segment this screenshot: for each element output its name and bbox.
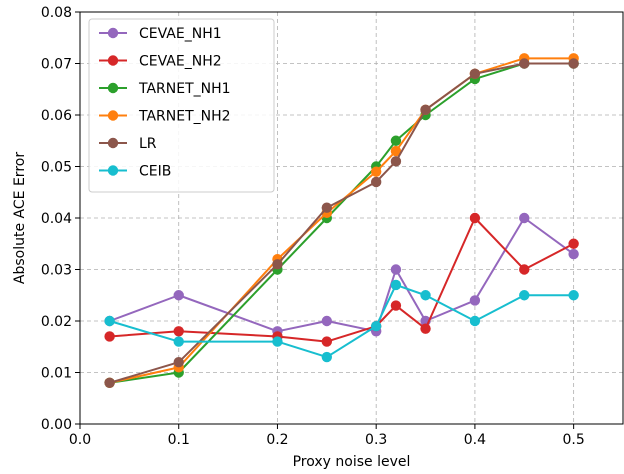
data-point (173, 326, 184, 337)
data-point (568, 248, 579, 260)
data-point (390, 156, 402, 167)
x-tick-label: 0.3 (365, 432, 387, 448)
data-point (104, 377, 115, 388)
data-point (321, 351, 333, 363)
legend-label: TARNET_NH1 (138, 81, 231, 97)
data-point (390, 279, 402, 291)
data-point (370, 176, 382, 188)
data-point (272, 336, 283, 347)
data-point (420, 323, 431, 334)
data-point (370, 166, 382, 177)
data-point (321, 315, 333, 327)
legend-marker (107, 137, 119, 149)
x-tick-label: 0.1 (168, 432, 190, 448)
legend-box (88, 18, 275, 193)
y-tick-label: 0.03 (41, 263, 72, 279)
data-point (519, 264, 530, 275)
data-point (390, 264, 402, 275)
x-tick-label: 0.0 (69, 432, 91, 448)
legend-label: CEIB (139, 164, 171, 180)
data-point (568, 238, 579, 249)
axis-ticks: 0.0 0.1 0.2 0.3 0.4 0.5 0.00 0.01 0.02 0.03 0.04 0.… (41, 5, 585, 448)
x-tick-label: 0.4 (464, 432, 486, 448)
data-point (173, 290, 184, 301)
data-point (469, 212, 481, 224)
data-point (390, 145, 402, 157)
series-line (109, 62, 574, 384)
x-tick-label: 0.2 (266, 432, 288, 448)
x-tick-label: 0.5 (563, 432, 585, 448)
legend-item: CEIB (99, 164, 171, 180)
data-point (469, 68, 481, 80)
data-point (469, 315, 481, 327)
data-point (370, 320, 382, 332)
series-line (109, 62, 574, 384)
data-point (519, 290, 530, 301)
data-point (420, 290, 431, 301)
series-line (109, 217, 575, 343)
data-point (272, 259, 283, 270)
legend-marker (107, 165, 119, 176)
series-ceib (104, 279, 579, 363)
legend-item: LR (99, 136, 157, 152)
data-point (321, 202, 333, 213)
legend-item: CEVAE_NH2 (99, 54, 222, 70)
legend-marker (107, 27, 119, 39)
x-axis-label: Proxy noise level (293, 454, 411, 470)
legend-marker (107, 55, 119, 66)
data-point (568, 290, 579, 301)
series-cevae-nh2 (104, 212, 579, 347)
y-tick-label: 0.07 (41, 57, 72, 73)
legend-marker (107, 82, 119, 94)
series-lr (104, 58, 579, 388)
legend-marker (107, 110, 119, 121)
data-point (321, 336, 333, 347)
y-axis-label: Absolute ACE Error (12, 152, 28, 284)
y-tick-label: 0.04 (41, 211, 72, 227)
y-tick-label: 0.01 (41, 366, 72, 382)
legend-label: TARNET_NH2 (138, 109, 231, 125)
data-point (420, 104, 431, 116)
series-layer (104, 53, 579, 388)
data-point (390, 300, 402, 311)
data-point (469, 295, 481, 306)
legend-label: LR (139, 136, 157, 152)
series-line (109, 283, 574, 359)
y-tick-label: 0.00 (41, 417, 72, 433)
data-point (568, 58, 579, 69)
legend: CEVAE_NH1 CEVAE_NH2 TARNET_NH1 TARNET_NH2 LR… (88, 18, 275, 193)
y-tick-label: 0.08 (41, 5, 72, 21)
legend-label: CEVAE_NH2 (139, 54, 222, 70)
legend-item: TARNET_NH1 (99, 81, 231, 97)
data-point (173, 336, 184, 347)
data-point (173, 357, 184, 368)
legend-item: CEVAE_NH1 (99, 26, 222, 42)
y-tick-label: 0.02 (41, 314, 72, 330)
data-point (390, 135, 402, 146)
data-point (104, 331, 115, 342)
y-tick-label: 0.06 (41, 108, 72, 124)
y-tick-label: 0.05 (41, 160, 72, 176)
data-point (519, 58, 530, 69)
legend-label: CEVAE_NH1 (139, 26, 222, 42)
data-point (104, 315, 115, 327)
data-point (519, 212, 530, 224)
legend-item: TARNET_NH2 (99, 109, 231, 125)
